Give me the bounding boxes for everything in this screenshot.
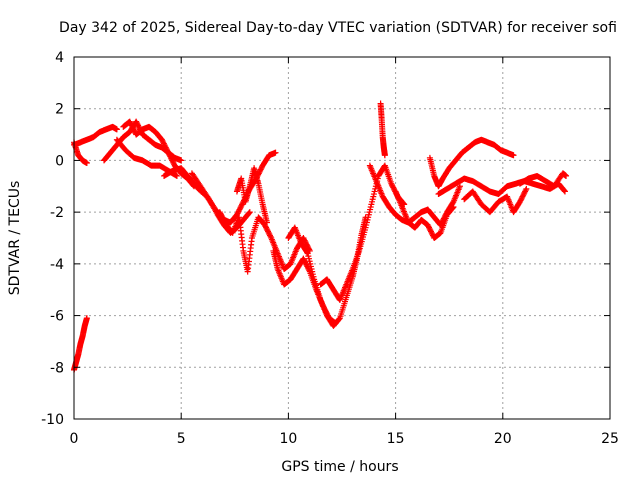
series-sat-p bbox=[392, 188, 457, 241]
series-sat-b bbox=[71, 139, 90, 167]
data-point bbox=[449, 204, 456, 211]
data-point bbox=[561, 187, 568, 194]
data-point bbox=[522, 187, 529, 194]
y-tick-label: 2 bbox=[55, 102, 64, 118]
data-point bbox=[304, 249, 311, 256]
data-point bbox=[263, 219, 270, 226]
data-point bbox=[178, 157, 185, 164]
y-tick-label: -6 bbox=[50, 309, 64, 325]
y-tick-label: -2 bbox=[50, 205, 64, 221]
plot-frame bbox=[73, 56, 611, 420]
data-point bbox=[561, 188, 568, 195]
series-sat-o bbox=[377, 100, 388, 159]
data-point bbox=[510, 152, 517, 159]
data-point bbox=[381, 152, 388, 159]
y-tick-label: 0 bbox=[55, 153, 64, 169]
data-point bbox=[450, 203, 457, 210]
x-tick-label: 25 bbox=[601, 431, 619, 447]
data-point bbox=[246, 209, 253, 216]
data-point bbox=[563, 172, 570, 179]
x-tick-label: 0 bbox=[70, 431, 79, 447]
x-axis-label: GPS time / hours bbox=[281, 459, 398, 475]
y-tick-label: -8 bbox=[50, 360, 64, 376]
x-tick-label: 15 bbox=[387, 431, 405, 447]
series-sat-f bbox=[113, 136, 180, 179]
series-sat-s bbox=[461, 185, 530, 216]
series-sat-c bbox=[71, 123, 120, 148]
series-sat-t bbox=[516, 170, 570, 190]
y-tick-label: 4 bbox=[55, 50, 64, 66]
data-point bbox=[173, 172, 180, 179]
x-tick-label: 10 bbox=[279, 431, 297, 447]
y-tick-label: -4 bbox=[50, 257, 64, 273]
data-point bbox=[267, 233, 274, 240]
data-point bbox=[523, 185, 530, 192]
data-point bbox=[456, 183, 463, 190]
y-axis-label: SDTVAR / TECUs bbox=[7, 181, 23, 296]
series-sat-q bbox=[426, 136, 517, 190]
data-point bbox=[113, 126, 120, 133]
y-tick-label: -10 bbox=[41, 412, 64, 428]
series-sat-j bbox=[233, 165, 270, 226]
axes: 0 5 10 15 20 25 -10 -8 -6 -4 -2 0 2 4 bbox=[41, 50, 619, 447]
data-point bbox=[336, 315, 343, 322]
data-point bbox=[272, 149, 279, 156]
x-tick-label: 20 bbox=[494, 431, 512, 447]
x-tick-label: 5 bbox=[177, 431, 186, 447]
data-point bbox=[83, 315, 90, 322]
data-point bbox=[246, 209, 253, 216]
data-points bbox=[71, 100, 570, 373]
chart-title: Day 342 of 2025, Sidereal Day-to-day VTE… bbox=[59, 20, 617, 36]
data-point bbox=[83, 160, 90, 167]
grid-lines bbox=[74, 57, 610, 419]
